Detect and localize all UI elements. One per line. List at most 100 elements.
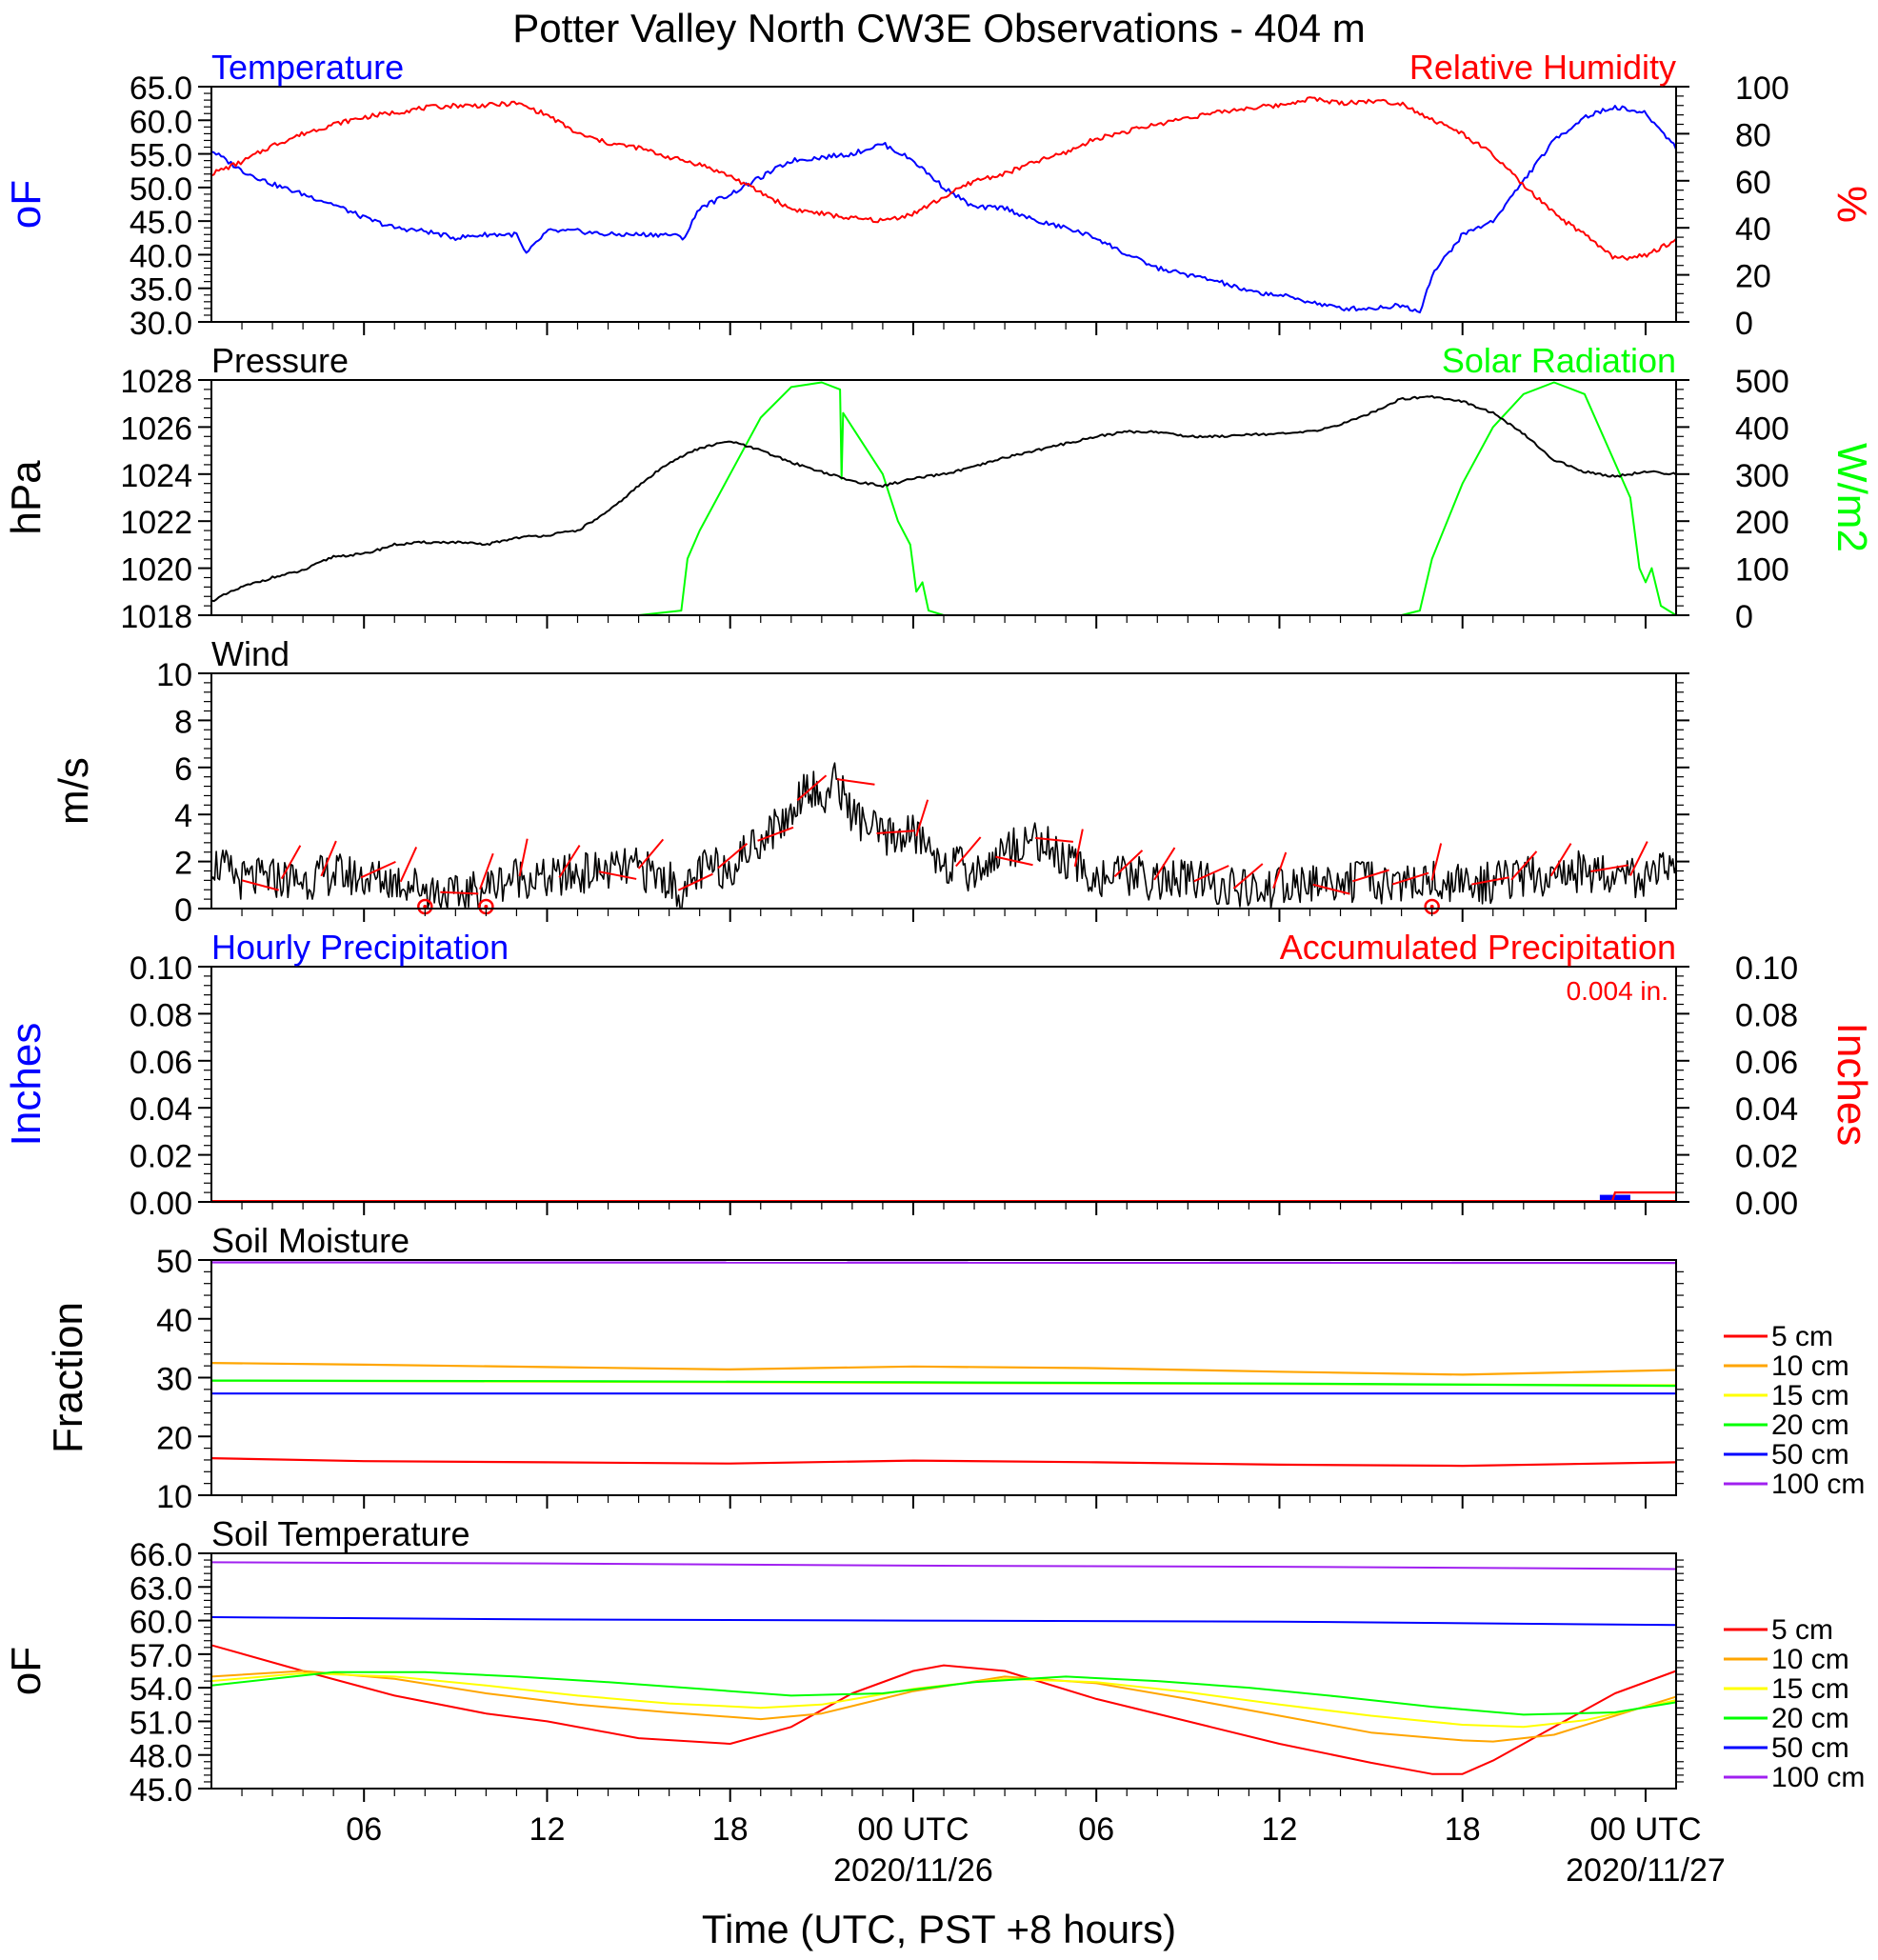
wind-y-tick-label: 8: [174, 704, 192, 740]
temperature-title: Temperature: [211, 48, 404, 87]
hourly-precip-y-tick-label: 0.04: [130, 1091, 192, 1128]
soil-temperature-legend-label: 15 cm: [1771, 1673, 1849, 1705]
accum-precip-y-tick-label: 0.02: [1735, 1139, 1798, 1175]
wind-y-tick-label: 10: [156, 657, 192, 693]
wind-speed-line: [210, 762, 1677, 910]
hourly-precip-bar: [1599, 1194, 1630, 1202]
wind-barb: [280, 845, 302, 880]
soil-moisture-legend-label: 100 cm: [1771, 1469, 1865, 1500]
soil-moisture-legend-label: 15 cm: [1771, 1380, 1849, 1411]
soil-moisture-y-tick-label: 40: [156, 1303, 192, 1339]
accum-precip-y-tick-label: 0.10: [1735, 950, 1798, 987]
hourly-precip-y-tick-label: 0.02: [130, 1139, 192, 1175]
soil-temperature-panel-frame: [210, 1552, 1677, 1790]
soil-temperature-y-tick-label: 66.0: [130, 1537, 192, 1573]
soil-temperature-title: Soil Temperature: [211, 1514, 470, 1553]
time-tick-label: 00 UTC: [857, 1811, 969, 1848]
soil-temperature-y-tick-label: 51.0: [130, 1705, 192, 1741]
soil-temperature-line-15cm: [210, 1671, 1677, 1729]
solar-y-tick-label: 400: [1735, 410, 1789, 447]
solar-y-tick-label: 200: [1735, 505, 1789, 541]
wind-barb: [1272, 851, 1288, 890]
time-tick-label: 18: [1445, 1811, 1481, 1848]
soil-temperature-line-10cm: [210, 1670, 1677, 1743]
soil-temperature-y-tick-label: 54.0: [130, 1671, 192, 1708]
hourly-precip-y-tick-label: 0.08: [130, 997, 192, 1033]
wind-barb: [796, 774, 828, 802]
wind-barb: [915, 799, 929, 837]
humidity-y-tick-label: 100: [1735, 70, 1789, 107]
wind-barb: [320, 840, 337, 877]
soil-moisture-legend-label: 20 cm: [1771, 1410, 1849, 1441]
solar-unit: W/m2: [1828, 443, 1875, 552]
wind-barb: [876, 830, 915, 834]
soil-temperature-line-5cm: [210, 1644, 1677, 1775]
soil-moisture-title: Soil Moisture: [211, 1221, 410, 1260]
humidity-y-tick-label: 0: [1735, 306, 1753, 342]
soil-temperature-y-tick-label: 45.0: [130, 1772, 192, 1809]
wind-barb: [1113, 850, 1144, 878]
soil-moisture-line-100cm: [210, 1261, 1677, 1265]
wind-barb: [1590, 864, 1628, 872]
wind-barb: [241, 879, 279, 891]
wind-barb: [1430, 843, 1443, 881]
solar-radiation-line: [211, 381, 1677, 616]
humidity-y-tick-label: 20: [1735, 259, 1771, 295]
wind-y-tick-label: 0: [174, 892, 192, 929]
wind-barb: [637, 838, 665, 870]
time-tick-label: 06: [346, 1811, 382, 1848]
hourly-precip-title: Hourly Precipitation: [211, 928, 509, 967]
wind-barb: [1193, 865, 1229, 883]
pressure-y-tick-label: 1020: [120, 552, 192, 589]
time-date-label: 2020/11/26: [833, 1852, 993, 1889]
accum-precip-y-tick-label: 0.04: [1735, 1091, 1798, 1128]
soil-moisture-line-5cm: [210, 1457, 1677, 1468]
soil-moisture-legend-label: 5 cm: [1771, 1321, 1833, 1352]
soil-temperature-line-50cm: [210, 1616, 1677, 1627]
time-axis: 06 12 18 00 UTC 2020/11/26 06 12 18 00 UTC 2020/1…: [346, 1811, 1725, 1889]
accum-precip-y-tick-label: 0.00: [1735, 1186, 1798, 1222]
temperature-line: [210, 105, 1677, 314]
soil-moisture-y-tick-label: 20: [156, 1420, 192, 1456]
soil-temperature-legend-label: 10 cm: [1771, 1644, 1849, 1675]
wind-barb: [518, 838, 529, 877]
pressure-y-tick-label: 1024: [120, 458, 192, 494]
humidity-y-tick-label: 60: [1735, 165, 1771, 201]
pressure-line: [210, 394, 1677, 603]
soil-temperature-legend-label: 100 cm: [1771, 1762, 1865, 1793]
soil-moisture-legend-label: 10 cm: [1771, 1350, 1849, 1382]
wind-title: Wind: [211, 634, 290, 673]
soil-moisture-y-tick-label: 10: [156, 1479, 192, 1515]
wind-barb: [1549, 843, 1572, 877]
soil-temperature-y-tick-label: 48.0: [130, 1739, 192, 1775]
wind-barb: [1035, 836, 1074, 843]
wind-barb: [1471, 876, 1509, 886]
temperature-y-tick-label: 40.0: [130, 238, 192, 274]
wind-barb: [717, 842, 749, 870]
soil-temperature-unit: oF: [3, 1647, 50, 1695]
time-tick-label: 12: [529, 1811, 566, 1848]
wind-barb: [995, 855, 1033, 867]
precip-panel-frame: [210, 966, 1677, 1203]
temperature-y-tick-label: 30.0: [130, 306, 192, 342]
wind-barb: [1352, 869, 1389, 883]
soil-temperature-line-100cm: [210, 1561, 1677, 1570]
time-tick-label: 12: [1262, 1811, 1298, 1848]
accum-precip-title: Accumulated Precipitation: [1280, 928, 1676, 967]
humidity-y-tick-label: 40: [1735, 211, 1771, 248]
temperature-y-tick-label: 35.0: [130, 272, 192, 309]
temperature-panel-frame: [210, 86, 1677, 323]
wind-barb: [1153, 847, 1176, 881]
wind-barb: [360, 860, 396, 879]
solar-y-tick-label: 0: [1735, 599, 1753, 635]
solar-title: Solar Radiation: [1442, 341, 1676, 380]
soil-temperature-y-tick-label: 57.0: [130, 1638, 192, 1674]
accum-precip-total: 0.004 in.: [1567, 976, 1668, 1006]
pressure-title: Pressure: [211, 341, 349, 380]
panels: 65.060.055.050.045.040.035.030.010080604…: [3, 48, 1875, 1809]
wind-barb: [1629, 841, 1648, 876]
wind-unit: m/s: [50, 757, 97, 825]
